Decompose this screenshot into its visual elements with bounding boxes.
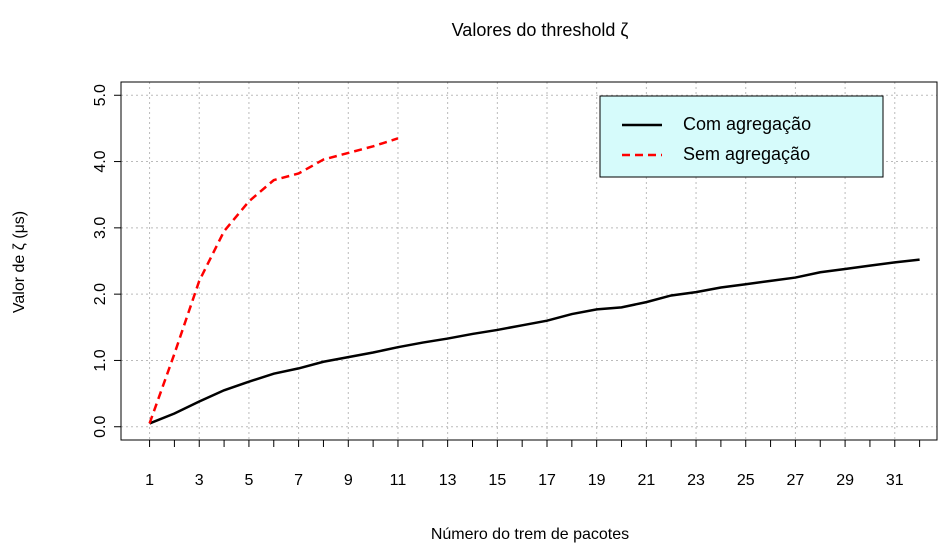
series-line: [148, 137, 399, 424]
y-axis-label: Valor de ζ (μs): [11, 211, 28, 313]
x-tick-label: 1: [145, 472, 154, 489]
x-tick-label: 29: [836, 472, 854, 489]
legend-label: Sem agregação: [683, 144, 810, 164]
series-line: [149, 258, 920, 425]
y-tick-label: 5.0: [92, 84, 109, 106]
x-tick-label: 13: [439, 472, 457, 489]
x-tick-label: 11: [390, 472, 407, 489]
x-tick-label: 21: [637, 472, 655, 489]
chart-title: Valores do threshold ζ: [452, 20, 629, 40]
y-tick-label: 0.0: [92, 416, 109, 438]
x-tick-label: 3: [195, 472, 204, 489]
y-tick-label: 4.0: [92, 150, 109, 172]
plot-frame: [120, 81, 938, 441]
x-tick-label: 31: [886, 472, 904, 489]
legend-box: [599, 95, 884, 178]
legend-label: Com agregação: [683, 114, 811, 134]
x-tick-label: 5: [244, 472, 253, 489]
x-tick-label: 27: [787, 472, 805, 489]
x-tick-label: 15: [488, 472, 506, 489]
x-tick-label: 25: [737, 472, 755, 489]
x-tick-label: 19: [588, 472, 606, 489]
x-tick-label: 7: [294, 472, 303, 489]
y-tick-label: 3.0: [92, 217, 109, 239]
x-tick-label: 9: [344, 472, 353, 489]
y-tick-label: 2.0: [92, 283, 109, 305]
y-tick-label: 1.0: [92, 349, 109, 371]
x-tick-label: 23: [687, 472, 705, 489]
x-axis-label: Número do trem de pacotes: [431, 526, 629, 543]
x-tick-label: 17: [538, 472, 556, 489]
